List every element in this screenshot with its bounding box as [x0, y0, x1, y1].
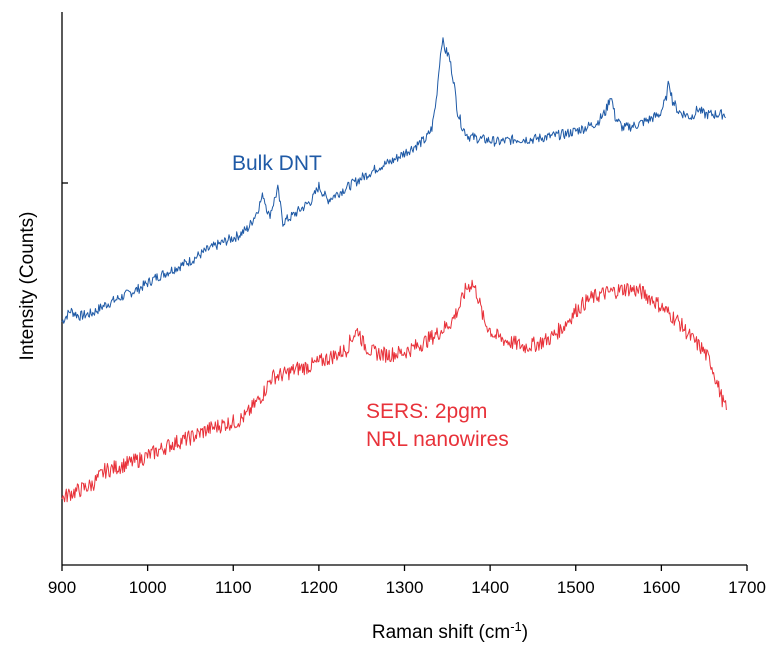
series-annotation-2: SERS: 2pgm NRL nanowires — [366, 400, 509, 451]
y-axis — [61, 12, 68, 565]
series-layer — [61, 37, 727, 503]
x-tick-label: 1600 — [642, 578, 680, 597]
x-tick-label: 1200 — [300, 578, 338, 597]
x-tick-label: 1300 — [386, 578, 424, 597]
series-line-1 — [61, 37, 726, 324]
x-axis-title: Raman shift (cm-1) — [372, 619, 528, 643]
x-tick-label: 1000 — [129, 578, 167, 597]
x-axis: 900 1000 1100 1200 1300 1400 1500 1600 1700 — [48, 564, 766, 597]
x-tick-label: 900 — [48, 578, 76, 597]
y-axis-title: Intensity (Counts) — [17, 212, 38, 361]
x-tick-label: 1500 — [557, 578, 595, 597]
x-tick-label: 1400 — [471, 578, 509, 597]
series-line-2 — [61, 279, 727, 503]
x-tick-label: 1700 — [728, 578, 766, 597]
annotation-layer: Bulk DNT SERS: 2pgm NRL nanowires — [232, 152, 509, 451]
x-tick-label: 1100 — [215, 578, 252, 597]
series-annotation-1: Bulk DNT — [232, 152, 322, 175]
